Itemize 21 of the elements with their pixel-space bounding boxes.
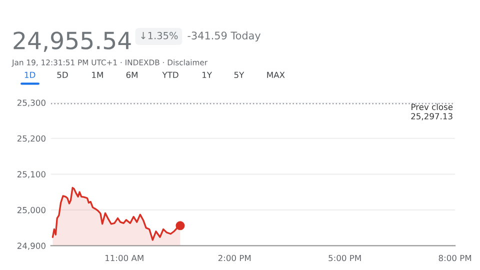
text: MAX bbox=[267, 72, 285, 78]
y-tick-label: 25,100 bbox=[17, 171, 46, 178]
y-tick-label: 25,300 bbox=[17, 100, 46, 107]
text: 1D bbox=[24, 72, 36, 78]
text: 1Y bbox=[202, 72, 212, 78]
text: YTD bbox=[162, 72, 178, 78]
text: 5Y bbox=[234, 72, 244, 78]
x-tick-label: 11:00 AM bbox=[106, 254, 144, 262]
ref-line-label: Prev close 25,297.13 bbox=[411, 104, 453, 120]
y-tick-label: 25,200 bbox=[17, 135, 46, 143]
text: -341.59 Today bbox=[188, 31, 261, 42]
text: ↓1.35% bbox=[141, 32, 178, 40]
chart-title: 24,955.54 bbox=[14, 32, 131, 52]
y-tick-label: 24,900 bbox=[17, 242, 46, 250]
x-tick-label: 8:00 PM bbox=[438, 254, 472, 262]
text: 1M bbox=[92, 72, 103, 78]
text: 6M bbox=[126, 72, 138, 78]
text: 5D bbox=[57, 72, 68, 78]
y-tick-label: 25,000 bbox=[17, 206, 46, 214]
x-tick-label: 5:00 PM bbox=[328, 254, 361, 262]
x-tick-label: 2:00 PM bbox=[218, 254, 251, 262]
